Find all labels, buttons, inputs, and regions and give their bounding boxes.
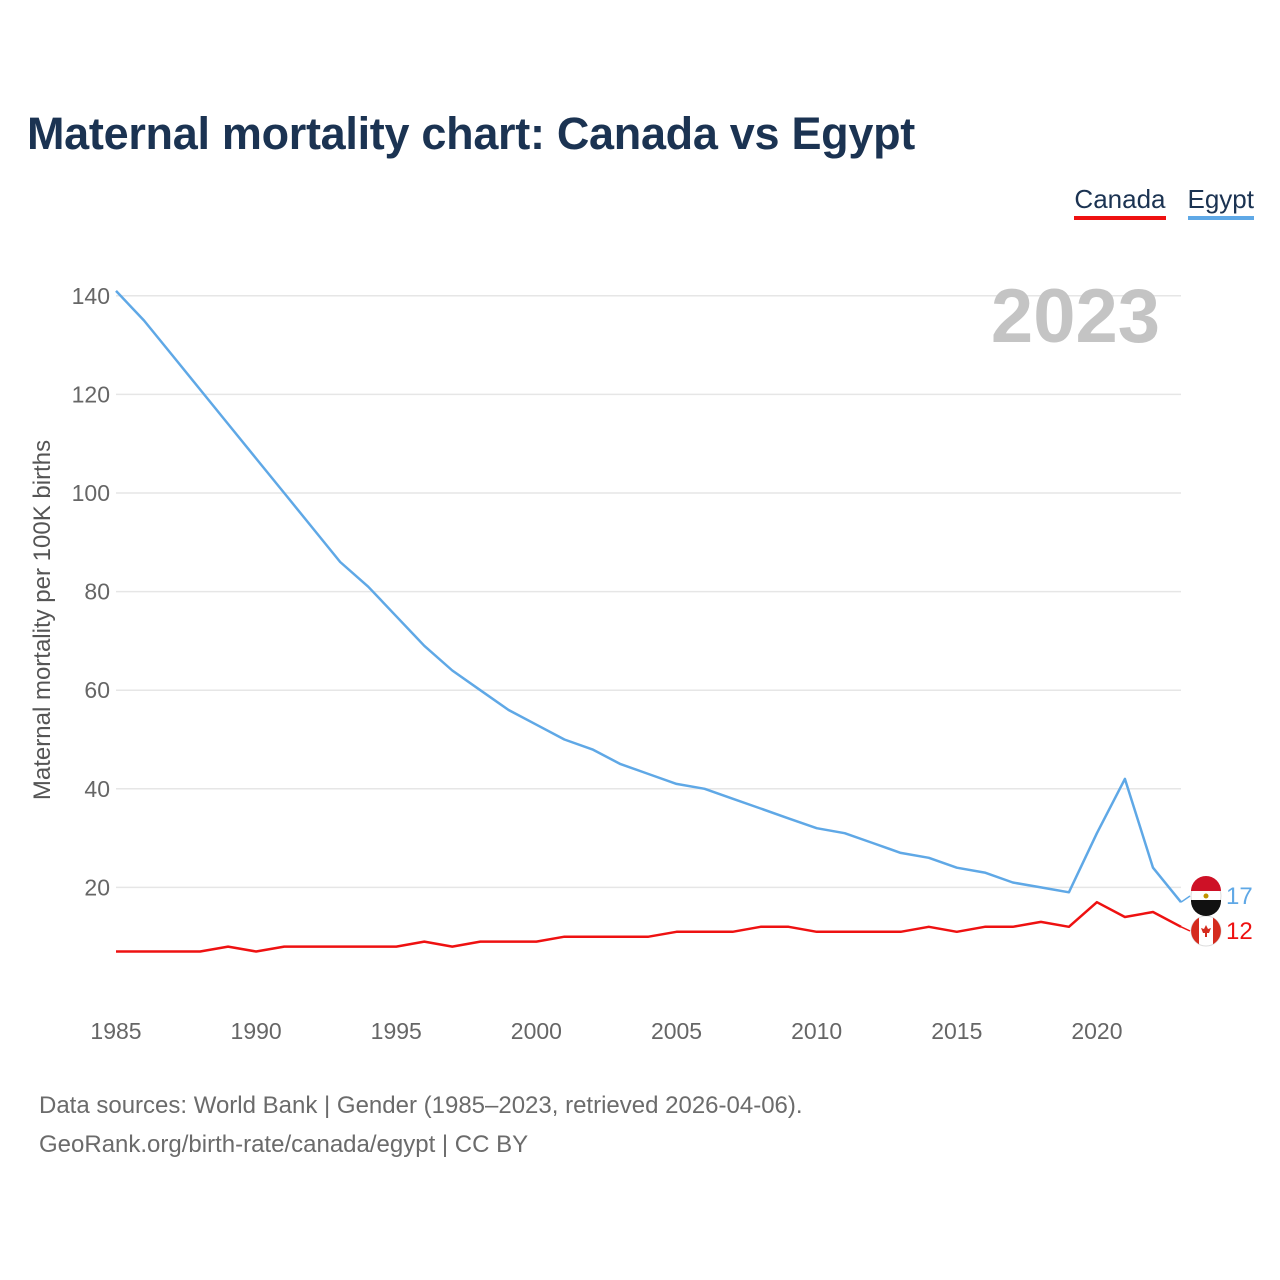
year-watermark: 2023 [991, 274, 1160, 359]
series-line-egypt [115, 290, 1182, 903]
x-tick-2020: 2020 [1071, 1018, 1122, 1044]
y-tick-20: 20 [84, 874, 110, 900]
footer: Data sources: World Bank | Gender (1985–… [39, 1086, 803, 1164]
flag-band-right [1213, 917, 1221, 945]
gridlines [116, 295, 1181, 889]
legend-item-canada[interactable]: Canada [1074, 184, 1166, 220]
x-tick-2000: 2000 [511, 1018, 562, 1044]
y-tick-40: 40 [84, 776, 110, 802]
y-axis-ticks: 20 40 60 80 100 120 140 [72, 283, 110, 901]
end-connector-egypt [1180, 895, 1191, 903]
y-tick-140: 140 [72, 283, 110, 309]
chart-title: Maternal mortality chart: Canada vs Egyp… [27, 108, 915, 159]
x-axis-ticks: 1985 1990 1995 2000 2005 2010 2015 2020 [90, 1018, 1122, 1044]
source-note: Data sources: World Bank | Gender (1985–… [39, 1092, 803, 1119]
y-tick-120: 120 [72, 381, 110, 407]
x-tick-1995: 1995 [371, 1018, 422, 1044]
flag-canada-icon [1190, 915, 1222, 947]
maple-leaf [1201, 925, 1211, 937]
x-tick-2005: 2005 [651, 1018, 702, 1044]
y-tick-80: 80 [84, 579, 110, 605]
series-lines [115, 290, 1182, 953]
legend: Canada Egypt [1074, 184, 1254, 220]
flag-emblem [1203, 893, 1209, 899]
x-tick-1990: 1990 [231, 1018, 282, 1044]
series-line-canada [116, 900, 1182, 953]
flag-band-red [1191, 876, 1221, 891]
y-tick-100: 100 [72, 480, 110, 506]
y-tick-60: 60 [84, 677, 110, 703]
x-tick-1985: 1985 [90, 1018, 141, 1044]
legend-item-egypt[interactable]: Egypt [1187, 184, 1254, 220]
credit-note[interactable]: GeoRank.org/birth-rate/canada/egypt | CC… [39, 1131, 529, 1158]
flag-band-black-fill [1191, 900, 1221, 902]
x-tick-2015: 2015 [931, 1018, 982, 1044]
flag-egypt-icon [1190, 876, 1222, 916]
y-axis-label: Maternal mortality per 100K births [29, 440, 56, 800]
end-label-egypt: 17 [1226, 883, 1253, 910]
line-chart: 20 40 60 80 100 120 140 1985 1990 1995 2000 2005 20… [29, 274, 1253, 1044]
flag-band-left [1191, 917, 1199, 945]
end-connector-canada [1180, 926, 1191, 932]
x-tick-2010: 2010 [791, 1018, 842, 1044]
flag-band-black [1191, 901, 1221, 916]
end-label-canada: 12 [1226, 918, 1253, 945]
